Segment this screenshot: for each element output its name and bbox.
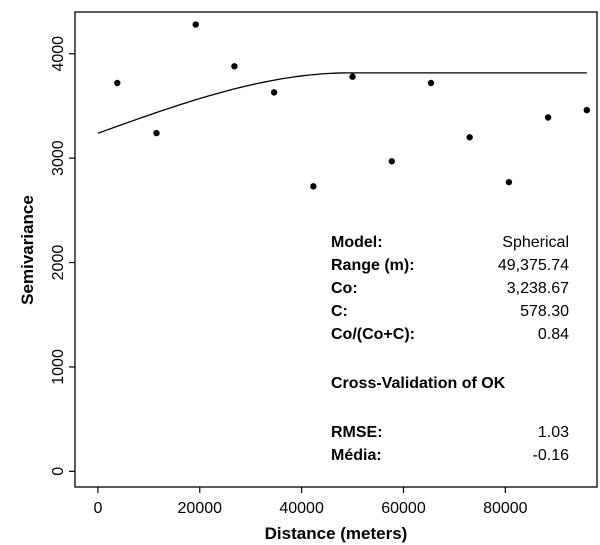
- semivariance-point: [153, 129, 160, 137]
- x-tick-label: 0: [93, 500, 102, 517]
- semivariance-point: [466, 134, 473, 141]
- y-tick-label: 4000: [50, 36, 67, 72]
- spherical-model-curve: [97, 72, 587, 134]
- y-axis-title: Semivariance: [18, 195, 37, 305]
- semivariance-point: [349, 73, 356, 80]
- semivariance-point: [427, 79, 435, 87]
- y-axis: 0 1000 2000 3000 4000: [50, 36, 75, 476]
- semivariance-point: [114, 79, 121, 87]
- rmse-value: 1.03: [538, 424, 569, 441]
- partial-sill-value: 578.30: [520, 303, 569, 320]
- model-key: Model:: [331, 234, 383, 251]
- mean-key: Média:: [331, 447, 382, 464]
- x-axis: 0 20000 40000 60000 80000: [93, 487, 528, 517]
- model-info-box: Model: Spherical Range (m): 49,375.74 Co…: [331, 234, 569, 464]
- plot-frame: [74, 11, 598, 488]
- semivariance-point: [231, 63, 238, 70]
- cross-validation-heading: Cross-Validation of OK: [331, 375, 506, 392]
- model-value: Spherical: [502, 234, 569, 251]
- range-key: Range (m):: [331, 257, 415, 274]
- semivariance-point: [310, 183, 317, 190]
- semivariance-point: [505, 178, 513, 186]
- x-tick-label: 80000: [483, 500, 528, 517]
- x-axis-title: Distance (meters): [265, 524, 408, 543]
- x-tick-label: 20000: [178, 500, 223, 517]
- y-tick-label: 2000: [50, 245, 67, 281]
- semivariance-point: [192, 21, 199, 28]
- rmse-key: RMSE:: [331, 424, 383, 441]
- semivariance-points: [114, 21, 591, 190]
- range-value: 49,375.74: [498, 257, 569, 274]
- y-tick-label: 0: [50, 467, 67, 476]
- y-tick-label: 3000: [50, 140, 67, 176]
- ratio-value: 0.84: [538, 326, 569, 343]
- partial-sill-key: C:: [331, 303, 348, 320]
- semivariance-point: [388, 158, 395, 165]
- semivariance-point: [544, 114, 552, 121]
- x-tick-label: 40000: [279, 500, 324, 517]
- nugget-value: 3,238.67: [507, 280, 569, 297]
- nugget-key: Co:: [331, 280, 358, 297]
- semivariance-point: [270, 89, 278, 96]
- semivariance-point: [583, 106, 591, 114]
- y-tick-label: 1000: [50, 349, 67, 385]
- x-tick-label: 60000: [381, 500, 426, 517]
- mean-value: -0.16: [533, 447, 570, 464]
- ratio-key: Co/(Co+C):: [331, 326, 415, 343]
